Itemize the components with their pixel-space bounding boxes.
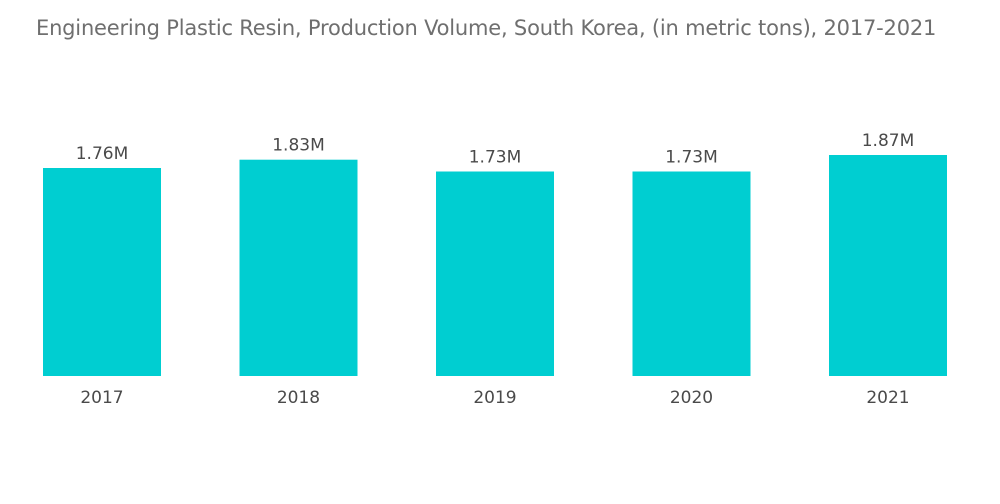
data-label-2017: 1.76M [76,144,129,164]
data-label-2019: 1.73M [469,148,522,168]
data-label-2018: 1.83M [272,136,325,156]
chart-title: Engineering Plastic Resin, Production Vo… [36,16,937,40]
x-tick-2021: 2021 [866,388,909,408]
x-tick-2018: 2018 [277,388,320,408]
bar-2021 [829,155,947,376]
data-label-2021: 1.87M [862,131,915,151]
data-label-2020: 1.73M [665,148,718,168]
bar-2019 [436,171,554,376]
x-tick-2017: 2017 [80,388,123,408]
bar-2020 [632,171,751,376]
bars-layer [43,155,947,376]
bar-2017 [43,168,161,376]
x-tick-2020: 2020 [670,388,713,408]
bar-2018 [239,159,358,376]
x-axis-ticks-layer: 2017 2018 2019 2020 2021 [80,388,909,408]
x-tick-2019: 2019 [473,388,516,408]
data-labels-layer: 1.76M 1.83M 1.73M 1.73M 1.87M [76,131,915,168]
